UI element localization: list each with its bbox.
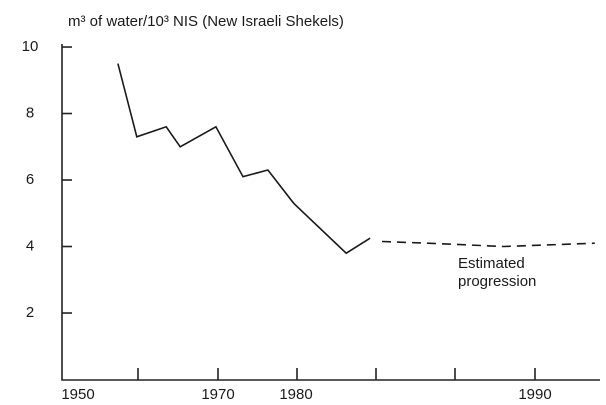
y-axis-title: m³ of water/10³ NIS (New Israeli Shekels…: [68, 13, 344, 30]
x-tick-label: 1980: [279, 386, 312, 403]
annotation: progression: [458, 273, 536, 290]
x-tick-label: 1950: [61, 386, 94, 403]
y-tick-label: 10: [22, 38, 39, 55]
x-tick-label: 1990: [518, 386, 551, 403]
line: [117, 63, 371, 255]
y-tick-label: 4: [26, 237, 34, 254]
annotation: Estimated: [458, 255, 525, 272]
y-tick-label: 6: [26, 171, 34, 188]
line: [381, 240, 595, 248]
axes: [61, 44, 600, 381]
y-tick-label: 8: [26, 104, 34, 121]
x-tick-label: 1970: [201, 386, 234, 403]
y-tick-label: 2: [26, 304, 34, 321]
x-minor-ticks: [137, 368, 536, 380]
